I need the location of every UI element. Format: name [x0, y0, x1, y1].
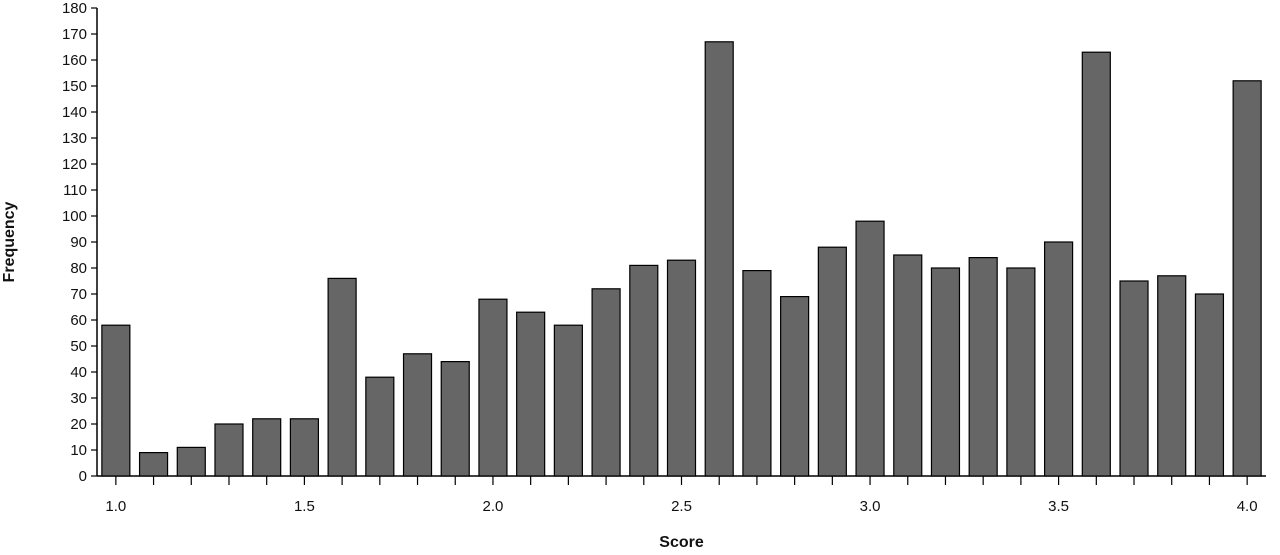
x-tick-label: 4.0 — [1237, 498, 1258, 515]
bar — [855, 220, 885, 477]
bars — [101, 41, 1262, 477]
y-tick-label: 60 — [70, 312, 87, 329]
x-tick-label: 3.5 — [1048, 498, 1069, 515]
bar — [101, 324, 131, 477]
bar — [1006, 267, 1036, 477]
bar — [214, 423, 244, 477]
x-tick-label: 1.0 — [105, 498, 126, 515]
bar — [893, 254, 923, 477]
x-axis: 1.0 1.5 2.0 2.5 3.0 3.5 4.0 — [97, 475, 1266, 515]
bar — [968, 257, 998, 477]
bar — [591, 288, 621, 477]
y-axis: 0 10 20 30 40 50 60 70 80 90 100 110 120 130 140 150 160… — [62, 0, 98, 485]
bar — [553, 324, 583, 477]
x-tick-label: 2.0 — [483, 498, 504, 515]
y-tick-label: 120 — [62, 156, 87, 173]
y-tick-label: 30 — [70, 390, 87, 407]
y-tick-label: 0 — [79, 468, 87, 485]
x-axis-title: Score — [659, 534, 704, 551]
y-tick-label: 150 — [62, 78, 87, 95]
y-tick-label: 180 — [62, 0, 87, 17]
y-tick-label: 140 — [62, 104, 87, 121]
bar — [742, 270, 772, 477]
bar — [289, 418, 320, 477]
bar — [930, 267, 961, 477]
bar — [704, 41, 734, 477]
bar — [252, 418, 282, 477]
bar — [138, 452, 169, 477]
x-tick-label: 2.5 — [671, 498, 692, 515]
bar — [327, 277, 357, 477]
bar — [516, 311, 546, 477]
y-tick-label: 100 — [62, 208, 87, 225]
y-tick-label: 50 — [70, 338, 87, 355]
bar — [365, 376, 395, 477]
y-tick-label: 80 — [70, 260, 87, 277]
bar — [478, 298, 508, 477]
y-tick-label: 160 — [62, 52, 87, 69]
y-axis-title: Frequency — [1, 201, 18, 282]
bar — [629, 264, 659, 477]
bar — [1194, 293, 1225, 477]
y-tick-label: 40 — [70, 364, 87, 381]
bar — [440, 361, 470, 477]
bar — [666, 259, 697, 477]
bar — [176, 446, 206, 477]
bar — [402, 353, 433, 477]
x-tick-label: 3.0 — [860, 498, 881, 515]
bar — [1081, 51, 1111, 477]
x-tick-label: 1.5 — [294, 498, 315, 515]
y-tick-label: 20 — [70, 416, 87, 433]
bar — [1119, 280, 1149, 477]
y-tick-label: 170 — [62, 26, 87, 43]
bar — [780, 296, 810, 477]
y-tick-label: 70 — [70, 286, 87, 303]
bar — [817, 246, 847, 477]
y-tick-label: 10 — [70, 442, 87, 459]
bar — [1157, 275, 1187, 477]
y-tick-label: 110 — [63, 182, 87, 199]
y-tick-label: 130 — [62, 130, 87, 147]
bar — [1232, 80, 1262, 477]
bar — [1043, 241, 1074, 477]
y-tick-label: 90 — [70, 234, 87, 251]
